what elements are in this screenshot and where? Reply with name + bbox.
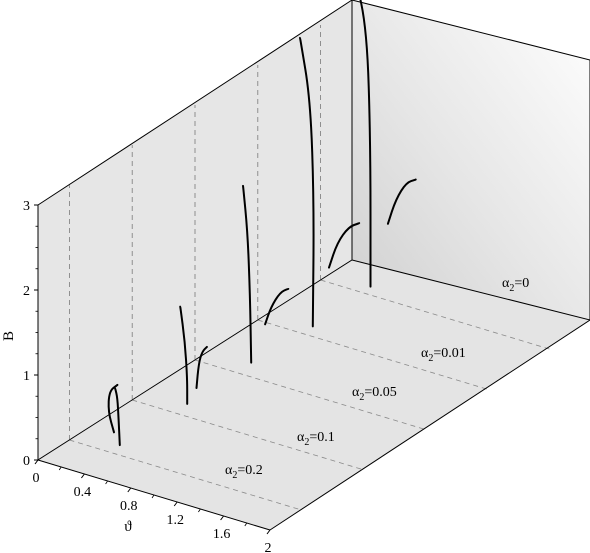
x-tick-label: 1.2 [166, 513, 184, 528]
series-curve [264, 287, 290, 326]
series-label: α2=0.2 [225, 463, 263, 481]
x-tick-mark [34, 459, 39, 465]
x-tick-mark [127, 487, 132, 493]
x-axis: 0 0.4 0.8 1.2 1.6 2 [33, 459, 272, 553]
x-tick-label: 0.8 [120, 499, 138, 514]
y-axis: 0 1 2 3 [23, 199, 39, 469]
x-axis-title: ϑ [124, 519, 132, 535]
series-label: α2=0.05 [352, 385, 397, 403]
x-tick-mark [173, 501, 178, 507]
floor [38, 260, 590, 530]
x-tick-label: 0 [33, 471, 40, 486]
series-label: α2=0.1 [297, 430, 335, 448]
x-tick-mark [266, 529, 271, 535]
back-wall-gridlines [69, 25, 322, 440]
floor-gridline [257, 319, 490, 391]
x-minor-tick [58, 466, 62, 471]
y-axis-title: B [1, 331, 17, 341]
series-curve [328, 222, 361, 269]
y-tick-label: 2 [23, 284, 30, 299]
y-tick-label: 3 [23, 199, 30, 214]
x-minor-tick [244, 522, 248, 527]
series-curve [242, 184, 253, 364]
floor-right-edge [269, 319, 590, 531]
floor-gridline [320, 279, 553, 351]
floor-gridline [132, 399, 365, 471]
x-minor-tick [151, 494, 155, 499]
series-curve [179, 305, 189, 405]
series-curve [359, 0, 372, 288]
curves-group [107, 0, 417, 447]
x-tick-mark [220, 515, 225, 521]
floor-gridlines [69, 279, 553, 511]
x-minor-tick [105, 480, 108, 485]
x-tick-mark [81, 473, 85, 479]
series-label: α2=0 [502, 276, 529, 294]
series-curve [114, 387, 121, 447]
y-tick-label: 0 [23, 454, 30, 469]
series-curve [107, 383, 119, 434]
y-tick-label: 1 [23, 369, 30, 384]
x-tick-label: 0.4 [74, 485, 92, 500]
series-curve [386, 178, 417, 225]
x-tick-label: 1.6 [213, 527, 231, 542]
x-tick-label: 2 [265, 541, 272, 553]
x-minor-tick [198, 508, 201, 513]
series-curve [299, 36, 315, 328]
curve-labels: α2=0.2 α2=0.1 α2=0.05 α2=0.01 α2=0 [225, 276, 529, 481]
floor-gridline [69, 439, 302, 511]
back-bottom-edge [37, 259, 353, 461]
right-wall [351, 0, 590, 321]
series-label: α2=0.01 [421, 346, 466, 364]
floor-gridline [194, 359, 428, 431]
series-curve [195, 345, 208, 389]
